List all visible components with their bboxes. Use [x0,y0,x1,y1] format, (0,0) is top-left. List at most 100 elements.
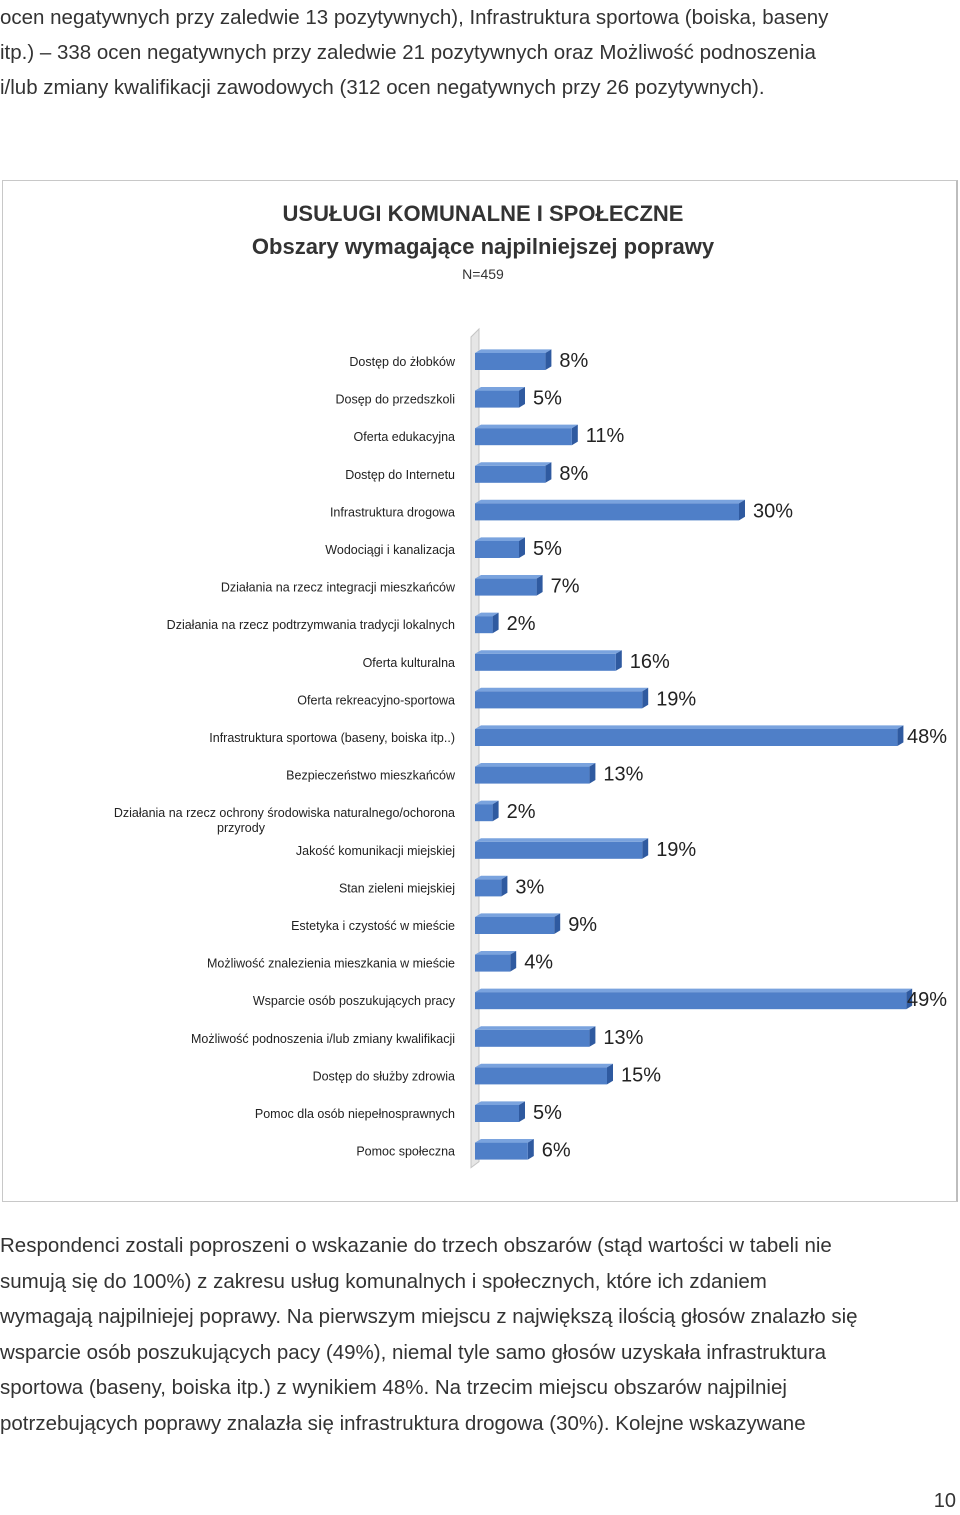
bar-top [475,537,525,541]
bar [475,578,537,596]
page-number: 10 [933,1490,956,1512]
paragraph-top: ocen negatywnych przy zaledwie 13 pozyty… [0,0,958,105]
bar-top [475,1101,525,1105]
category-label: Pomoc społeczna [356,1145,455,1159]
bar-value-label: 15% [621,1064,661,1086]
category-label: Oferta rekreacyjno-sportowa [297,693,455,707]
bar-top [475,575,543,579]
bar [475,729,898,746]
chart-title: USUŁUGI KOMUNALNE I SPOŁECZNE [283,201,684,226]
category-label: Dostęp do żłobków [349,355,456,369]
bar-value-label: 8% [559,463,588,485]
bar-value-label: 19% [656,688,696,710]
bar-value-label: 49% [907,989,947,1011]
bar [475,917,555,934]
bar-side [492,800,499,822]
bar-side [527,1139,534,1160]
bar-side [589,763,596,784]
chart-subtitle: Obszary wymagające najpilniejszej popraw… [252,234,715,259]
bar [475,766,590,784]
bar-side [519,537,525,558]
bar-side [615,650,622,671]
bar [475,353,546,370]
bar-side [501,875,508,897]
bar [475,879,502,897]
category-label: przyrody [217,821,266,835]
category-label: Infrastruktura sportowa (baseny, boiska … [209,731,455,745]
bar-top [475,725,904,729]
bar-top [475,838,649,842]
paragraph-bottom: Respondenci zostali poproszeni o wskazan… [0,1228,957,1441]
bar [475,1067,607,1085]
bar-value-label: 7% [551,576,580,598]
category-label: Oferta kulturalna [363,656,455,670]
bar-side [607,1063,613,1085]
chart-note: N=459 [462,266,504,282]
category-label: Oferta edukacyjna [354,430,455,444]
bar-side [906,988,913,1010]
bar-value-label: 9% [568,914,597,936]
bar-top [475,424,578,429]
bar [475,841,643,859]
bar-value-label: 4% [524,952,553,974]
bar-top [475,462,552,466]
bar-value-label: 6% [542,1140,571,1162]
bar [475,428,572,446]
bar [475,1142,528,1160]
bar-side [554,913,561,934]
bar-side [510,951,517,972]
category-label: Jakość komunikacji miejskiej [296,844,455,858]
bar-value-label: 30% [753,500,793,522]
category-label: Dostęp do Internetu [345,468,455,482]
bar-top [475,687,649,692]
bar-side [492,612,499,634]
category-label: Działania na rzecz podtrzymwania tradycj… [167,618,455,632]
text-line: ocen negatywnych przy zaledwie 13 pozyty… [0,6,829,29]
bar [475,653,616,671]
text-line: sumują się do 100%) z zakresu usług komu… [0,1269,767,1293]
bar-side [545,462,552,483]
bar-top [475,800,499,805]
bar-value-label: 13% [603,764,643,786]
bar-top [475,988,913,993]
bar [475,992,907,1010]
category-label: Możliwość podnoszenia i/lub zmiany kwali… [191,1032,455,1046]
bar-chart: USUŁUGI KOMUNALNE I SPOŁECZNE Obszary wy… [114,201,947,1169]
text-line: wymagają najpilniejej poprawy. Na pierws… [0,1305,858,1328]
category-label: Dostęp do służby zdrowia [313,1069,455,1083]
bar-value-label: 2% [507,801,536,823]
chart-bars: Dostęp do żłobków 8% Dosęp do przedszkoli 5… [114,349,947,1162]
category-label: Bezpieczeństwo mieszkańców [286,769,456,783]
bar [475,541,519,558]
bar-value-label: 8% [559,350,588,372]
text-line: wsparcie osób poszukujących pacy (49%), … [0,1340,827,1364]
bar-top [475,387,525,391]
text-line: Respondenci zostali poproszeni o wskazan… [0,1234,832,1257]
bar-side [519,387,525,408]
bar [475,390,519,408]
bar-value-label: 11% [586,425,625,447]
bar-value-label: 5% [533,538,562,560]
category-label: Stan zieleni miejskiej [339,881,455,895]
category-label: Estetyka i czystość w mieście [291,919,455,933]
category-label: Infrastruktura drogowa [330,505,455,519]
bar [475,954,511,972]
bar-value-label: 5% [533,1102,562,1124]
bar-side [589,1026,596,1047]
bar-top [475,913,561,917]
bar [475,1029,590,1047]
category-label: Wodociągi i kanalizacja [325,543,455,557]
bar [475,804,493,822]
bar-top [475,763,596,767]
bar [475,691,643,709]
bar-value-label: 5% [533,388,562,410]
bar-value-label: 48% [907,726,947,748]
bar-top [475,1026,596,1030]
bar-top [475,875,508,880]
bar-value-label: 13% [603,1027,643,1049]
text-line: potrzebujących poprawy znalazła się infr… [0,1411,806,1435]
bar-side [571,424,578,446]
bar [475,616,493,634]
bar-side [642,838,649,859]
category-label: Działania na rzecz integracji mieszkańcó… [221,581,456,595]
